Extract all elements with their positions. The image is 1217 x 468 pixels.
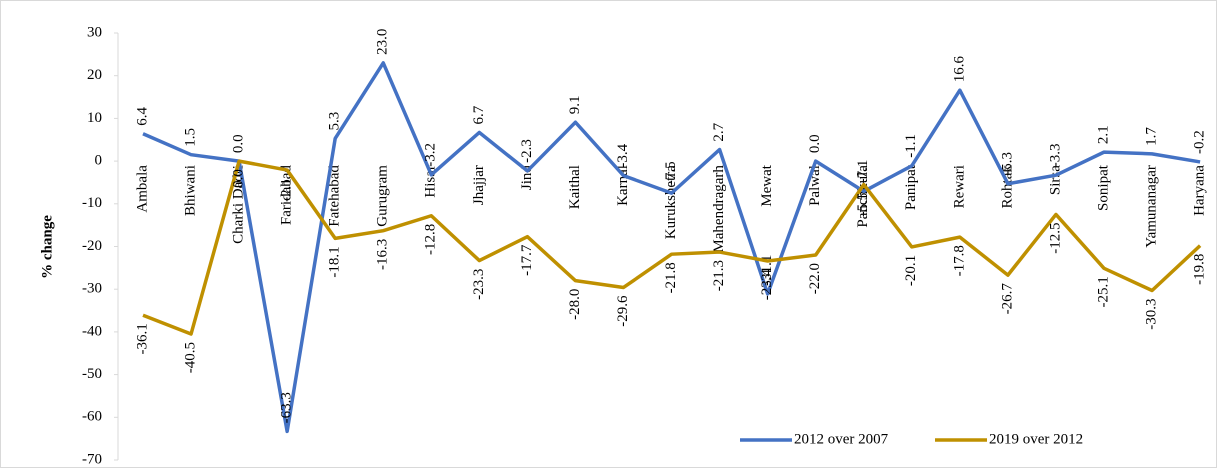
data-label: 6.7	[471, 105, 487, 124]
data-label: 2.1	[1095, 125, 1111, 144]
x-tick-label: Sirsa	[1047, 165, 1063, 195]
data-label: -3.3	[1047, 143, 1063, 167]
x-tick-label: Sonipat	[1095, 164, 1111, 211]
data-label: -3.2	[423, 143, 439, 167]
data-label: -21.8	[663, 262, 679, 293]
data-label: -28.0	[567, 289, 583, 320]
data-label: -21.3	[711, 260, 727, 291]
y-tick-label: -60	[82, 409, 102, 425]
data-label: 0.0	[807, 134, 823, 153]
data-label: -16.3	[375, 239, 391, 270]
x-tick-label: Jhajjar	[471, 165, 487, 205]
x-tick-label: Rewari	[951, 165, 967, 208]
y-tick-label: -20	[82, 238, 102, 254]
y-tick-label: 10	[87, 110, 102, 126]
data-label: -25.1	[1095, 276, 1111, 307]
data-label: -31.1	[759, 255, 775, 286]
data-label: -63.3	[279, 392, 295, 423]
data-label: -22.0	[807, 263, 823, 294]
data-label: -1.1	[903, 134, 919, 158]
x-tick-label: Jind	[519, 165, 535, 191]
data-label: -17.7	[519, 244, 535, 276]
data-label: -17.8	[951, 245, 967, 276]
data-label: -19.8	[1192, 254, 1208, 285]
legend-label: 2012 over 2007	[794, 431, 889, 447]
data-label: -5.5	[855, 193, 871, 217]
y-tick-label: 0	[95, 153, 103, 169]
y-tick-label: -30	[82, 281, 102, 297]
data-label: 5.3	[327, 112, 343, 131]
data-label: -7.1	[855, 160, 871, 184]
y-axis-title: % change	[39, 215, 55, 279]
x-tick-label: Panipat	[903, 164, 919, 210]
x-tick-label: Kurukshetra	[663, 165, 679, 239]
data-label: -3.4	[615, 143, 631, 167]
y-tick-label: 20	[87, 67, 102, 83]
data-label: -23.4	[759, 269, 775, 301]
data-label: -26.7	[999, 283, 1015, 315]
data-label: -18.1	[327, 246, 343, 277]
series-line	[142, 61, 1201, 434]
x-tick-label: Panchkula	[855, 165, 871, 228]
data-label: 0.0	[231, 134, 247, 153]
data-label: 16.6	[951, 55, 967, 82]
data-label: -12.8	[423, 224, 439, 255]
data-label: 1.7	[1143, 127, 1159, 146]
x-tick-label: Palwal	[807, 165, 823, 206]
data-label: -36.1	[134, 323, 150, 354]
data-label: 0.0	[231, 169, 247, 188]
y-tick-label: -70	[82, 451, 102, 467]
data-label: -7.5	[663, 161, 679, 185]
y-tick-label: 30	[87, 24, 102, 40]
legend-label: 2019 over 2012	[989, 431, 1083, 447]
x-tick-label: Faridabad	[279, 165, 295, 225]
x-tick-label: Haryana	[1192, 165, 1208, 216]
data-label: -12.5	[1047, 222, 1063, 253]
data-label: 9.1	[567, 95, 583, 114]
x-tick-label: Ambala	[134, 165, 150, 213]
y-tick-label: -10	[82, 195, 102, 211]
data-label: -0.2	[1192, 130, 1208, 154]
x-tick-label: Fatehabad	[327, 165, 343, 227]
data-label: -40.5	[182, 342, 198, 373]
data-label: -5.3	[999, 152, 1015, 176]
y-tick-label: -40	[82, 323, 102, 339]
data-label: 6.4	[134, 107, 150, 126]
x-tick-label: Yamunanagar	[1143, 165, 1159, 248]
x-tick-label: Kaithal	[567, 165, 583, 209]
x-tick-label: Gurugram	[375, 165, 391, 227]
x-tick-label: Mahendragarh	[711, 165, 727, 253]
data-label: -30.3	[1143, 298, 1159, 329]
data-label: -23.3	[471, 269, 487, 300]
x-tick-label: Mewat	[759, 164, 775, 206]
data-label: -29.6	[615, 295, 631, 327]
x-tick-label: Bhiwani	[182, 165, 198, 216]
data-label: -2.3	[519, 139, 535, 163]
data-label: -2.1	[279, 178, 295, 202]
series-line	[142, 159, 1202, 336]
data-label: 2.7	[711, 122, 727, 141]
y-tick-label: -50	[82, 366, 102, 382]
data-label: 23.0	[375, 29, 391, 55]
data-label: 1.5	[182, 128, 198, 147]
data-label: -20.1	[903, 255, 919, 286]
